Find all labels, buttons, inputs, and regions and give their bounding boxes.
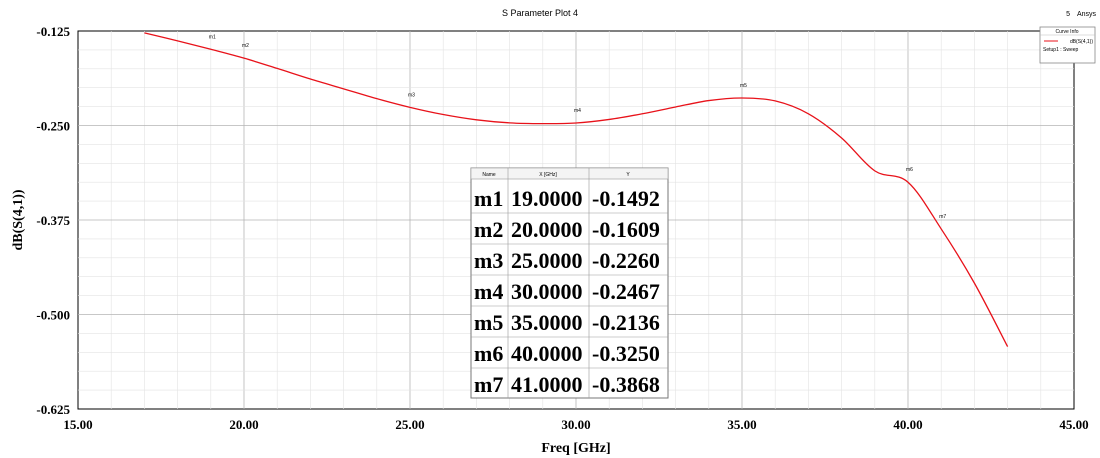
- table-cell-x: 25.0000: [511, 248, 583, 273]
- brand-number: 5: [1066, 11, 1070, 18]
- y-axis-ticks: -0.125 -0.250 -0.375 -0.500 -0.625: [36, 24, 70, 417]
- marker-label: m5: [740, 83, 747, 89]
- table-cell-y: -0.2136: [592, 310, 660, 335]
- legend[interactable]: Curve Info dB(S(4,1)) Setup1 : Sweep: [1039, 26, 1096, 64]
- table-header-y: Y: [626, 172, 630, 178]
- x-tick-label: 15.00: [63, 417, 92, 432]
- table-cell-name: m3: [474, 248, 503, 273]
- x-axis-ticks: 15.00 20.00 25.00 30.00 35.00 40.00 45.00: [63, 417, 1088, 432]
- y-tick-label: -0.250: [36, 119, 70, 134]
- table-header-x: X [GHz]: [539, 172, 557, 178]
- chart-title: S Parameter Plot 4: [502, 8, 578, 18]
- table-cell-y: -0.2467: [592, 279, 660, 304]
- x-tick-label: 20.00: [229, 417, 258, 432]
- legend-title: Curve Info: [1055, 29, 1078, 35]
- table-cell-name: m6: [474, 341, 503, 366]
- legend-entry: dB(S(4,1)): [1070, 39, 1093, 45]
- y-tick-label: -0.125: [36, 24, 70, 39]
- table-cell-x: 19.0000: [511, 186, 583, 211]
- marker-label: m7: [939, 214, 946, 220]
- x-tick-label: 30.00: [561, 417, 590, 432]
- table-cell-x: 30.0000: [511, 279, 583, 304]
- marker-label: m2: [242, 43, 249, 49]
- table-cell-name: m2: [474, 217, 503, 242]
- x-axis-label: Freq [GHz]: [541, 441, 610, 456]
- legend-box: [1039, 26, 1096, 64]
- table-cell-x: 41.0000: [511, 372, 583, 397]
- table-cell-y: -0.2260: [592, 248, 660, 273]
- table-cell-name: m5: [474, 310, 503, 335]
- x-tick-label: 40.00: [893, 417, 922, 432]
- y-tick-label: -0.500: [36, 308, 70, 323]
- legend-setup: Setup1 : Sweep: [1043, 47, 1079, 53]
- table-header-name: Name: [482, 172, 496, 178]
- marker-label: m3: [408, 92, 415, 98]
- table-header-row: [470, 167, 669, 180]
- table-cell-y: -0.3868: [592, 372, 660, 397]
- table-box: [470, 167, 669, 399]
- table-cell-name: m4: [474, 279, 503, 304]
- y-axis-label: dB(S(4,1)): [11, 189, 26, 250]
- y-tick-label: -0.375: [36, 213, 70, 228]
- marker-table: Name X [GHz] Y m1 19.0000 -0.1492 m2 20.0000…: [470, 167, 669, 399]
- marker-label: m4: [574, 108, 581, 114]
- marker-label: m6: [906, 167, 913, 173]
- table-cell-name: m1: [474, 186, 503, 211]
- table-cell-x: 35.0000: [511, 310, 583, 335]
- table-cell-y: -0.1609: [592, 217, 660, 242]
- table-cell-x: 40.0000: [511, 341, 583, 366]
- brand-logo: Ansys: [1077, 11, 1097, 18]
- x-tick-label: 25.00: [395, 417, 424, 432]
- marker-label: m1: [209, 34, 216, 40]
- table-cell-name: m7: [474, 372, 503, 397]
- x-tick-label: 45.00: [1059, 417, 1088, 432]
- series-line: [144, 32, 1009, 347]
- x-tick-label: 35.00: [727, 417, 756, 432]
- table-cell-y: -0.3250: [592, 341, 660, 366]
- markers: m1 m2 m3 m4 m5 m6 m7: [209, 34, 947, 220]
- table-cell-x: 20.0000: [511, 217, 583, 242]
- table-rows: m1 19.0000 -0.1492 m2 20.0000 -0.1609 m3 25.000…: [471, 186, 668, 397]
- table-cell-y: -0.1492: [592, 186, 660, 211]
- y-tick-label: -0.625: [36, 402, 70, 417]
